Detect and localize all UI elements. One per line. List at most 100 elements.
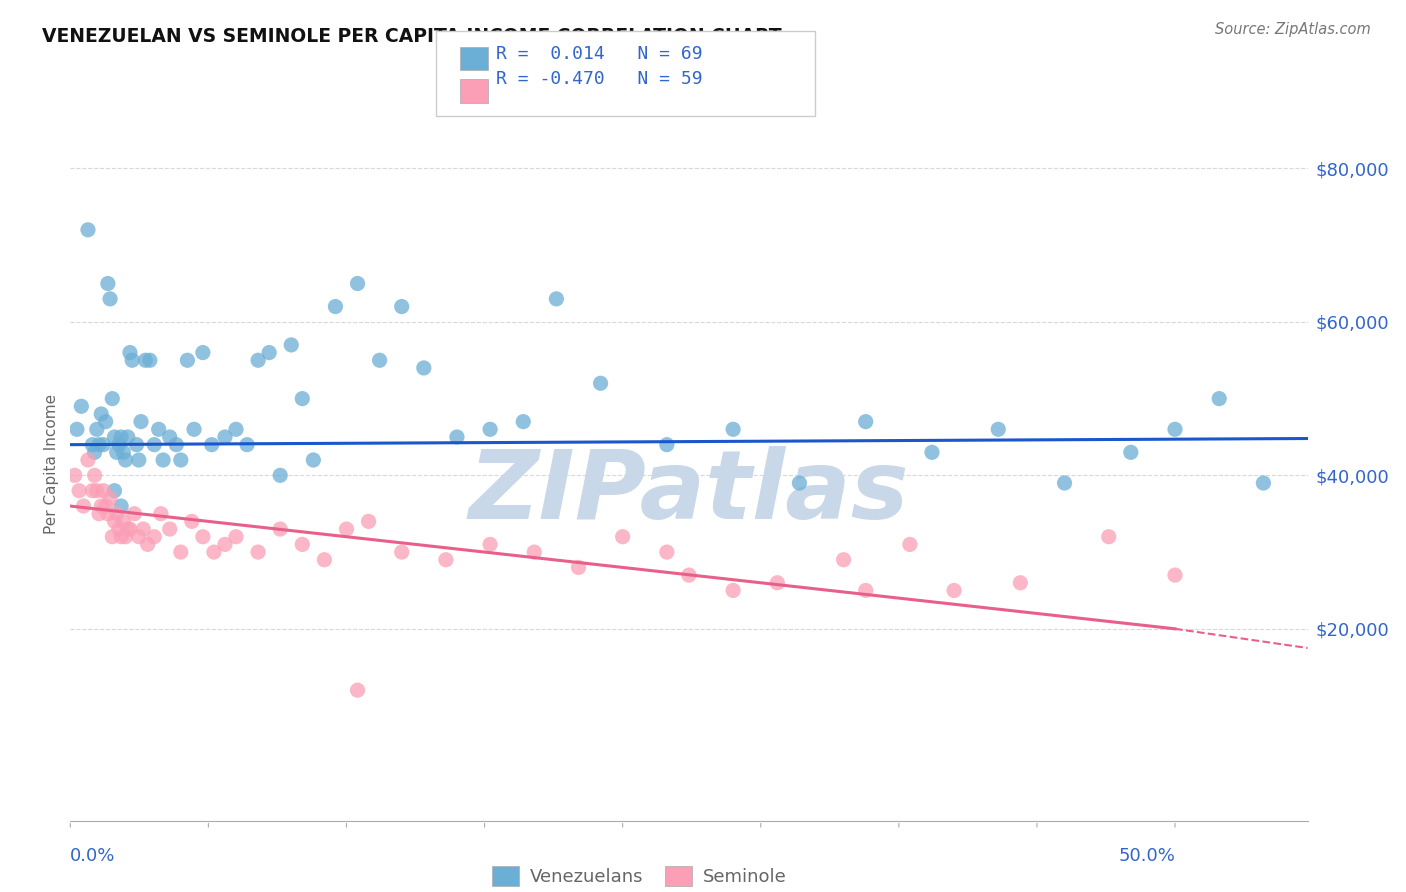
Point — [114, 530, 136, 544]
Point — [202, 545, 225, 559]
Point — [191, 345, 214, 359]
Point — [67, 483, 90, 498]
Point — [523, 545, 546, 559]
Point — [655, 545, 678, 559]
Text: VENEZUELAN VS SEMINOLE PER CAPITA INCOME CORRELATION CHART: VENEZUELAN VS SEMINOLE PER CAPITA INCOME… — [42, 27, 782, 45]
Point — [152, 453, 174, 467]
Point — [257, 345, 280, 359]
Point — [72, 499, 94, 513]
Point — [105, 445, 128, 459]
Point — [114, 453, 136, 467]
Point — [128, 530, 150, 544]
Point — [159, 430, 181, 444]
Point — [214, 430, 236, 444]
Point — [86, 483, 108, 498]
Point — [225, 530, 247, 544]
Point — [149, 507, 172, 521]
Text: Source: ZipAtlas.com: Source: ZipAtlas.com — [1215, 22, 1371, 37]
Point — [183, 422, 205, 436]
Point — [721, 583, 744, 598]
Point — [110, 499, 132, 513]
Point — [721, 422, 744, 436]
Point — [83, 445, 105, 459]
Point — [124, 507, 146, 521]
Point — [247, 545, 270, 559]
Text: 50.0%: 50.0% — [1118, 847, 1175, 865]
Point — [225, 422, 247, 436]
Point — [1119, 445, 1142, 459]
Point — [302, 453, 325, 467]
Point — [180, 515, 202, 529]
Point — [346, 277, 368, 291]
Point — [1053, 476, 1076, 491]
Point — [134, 353, 156, 368]
Point — [125, 437, 148, 451]
Point — [165, 437, 187, 451]
Point — [479, 537, 502, 551]
Point — [855, 415, 877, 429]
Point — [87, 507, 110, 521]
Point — [1164, 422, 1187, 436]
Point — [77, 453, 100, 467]
Point — [280, 338, 302, 352]
Text: R = -0.470   N = 59: R = -0.470 N = 59 — [496, 70, 703, 87]
Point — [446, 430, 468, 444]
Point — [170, 453, 193, 467]
Point — [121, 353, 143, 368]
Point — [117, 430, 139, 444]
Point — [789, 476, 811, 491]
Point — [94, 415, 117, 429]
Point — [90, 407, 112, 421]
Point — [247, 353, 270, 368]
Point — [832, 553, 855, 567]
Point — [391, 545, 413, 559]
Point — [93, 483, 115, 498]
Point — [103, 483, 125, 498]
Point — [855, 583, 877, 598]
Point — [678, 568, 700, 582]
Point — [128, 453, 150, 467]
Point — [1208, 392, 1230, 406]
Point — [66, 422, 89, 436]
Point — [108, 437, 131, 451]
Point — [898, 537, 921, 551]
Point — [191, 530, 214, 544]
Point — [159, 522, 181, 536]
Point — [479, 422, 502, 436]
Point — [139, 353, 162, 368]
Point — [1098, 530, 1121, 544]
Point — [943, 583, 966, 598]
Point — [143, 530, 166, 544]
Point — [269, 522, 291, 536]
Point — [335, 522, 357, 536]
Point — [86, 422, 108, 436]
Point — [176, 353, 198, 368]
Point — [93, 437, 115, 451]
Point — [567, 560, 589, 574]
Point — [98, 292, 121, 306]
Point — [1164, 568, 1187, 582]
Point — [214, 537, 236, 551]
Point — [412, 360, 434, 375]
Point — [82, 483, 104, 498]
Point — [612, 530, 634, 544]
Point — [129, 415, 152, 429]
Point — [105, 507, 128, 521]
Point — [77, 223, 100, 237]
Point — [97, 277, 120, 291]
Point — [112, 515, 135, 529]
Point — [368, 353, 391, 368]
Point — [63, 468, 86, 483]
Point — [434, 553, 457, 567]
Point — [921, 445, 943, 459]
Point — [101, 392, 124, 406]
Point — [291, 537, 314, 551]
Point — [512, 415, 534, 429]
Point — [118, 522, 141, 536]
Point — [987, 422, 1010, 436]
Point — [112, 445, 135, 459]
Point — [132, 522, 155, 536]
Point — [97, 507, 120, 521]
Text: R =  0.014   N = 69: R = 0.014 N = 69 — [496, 45, 703, 62]
Point — [87, 437, 110, 451]
